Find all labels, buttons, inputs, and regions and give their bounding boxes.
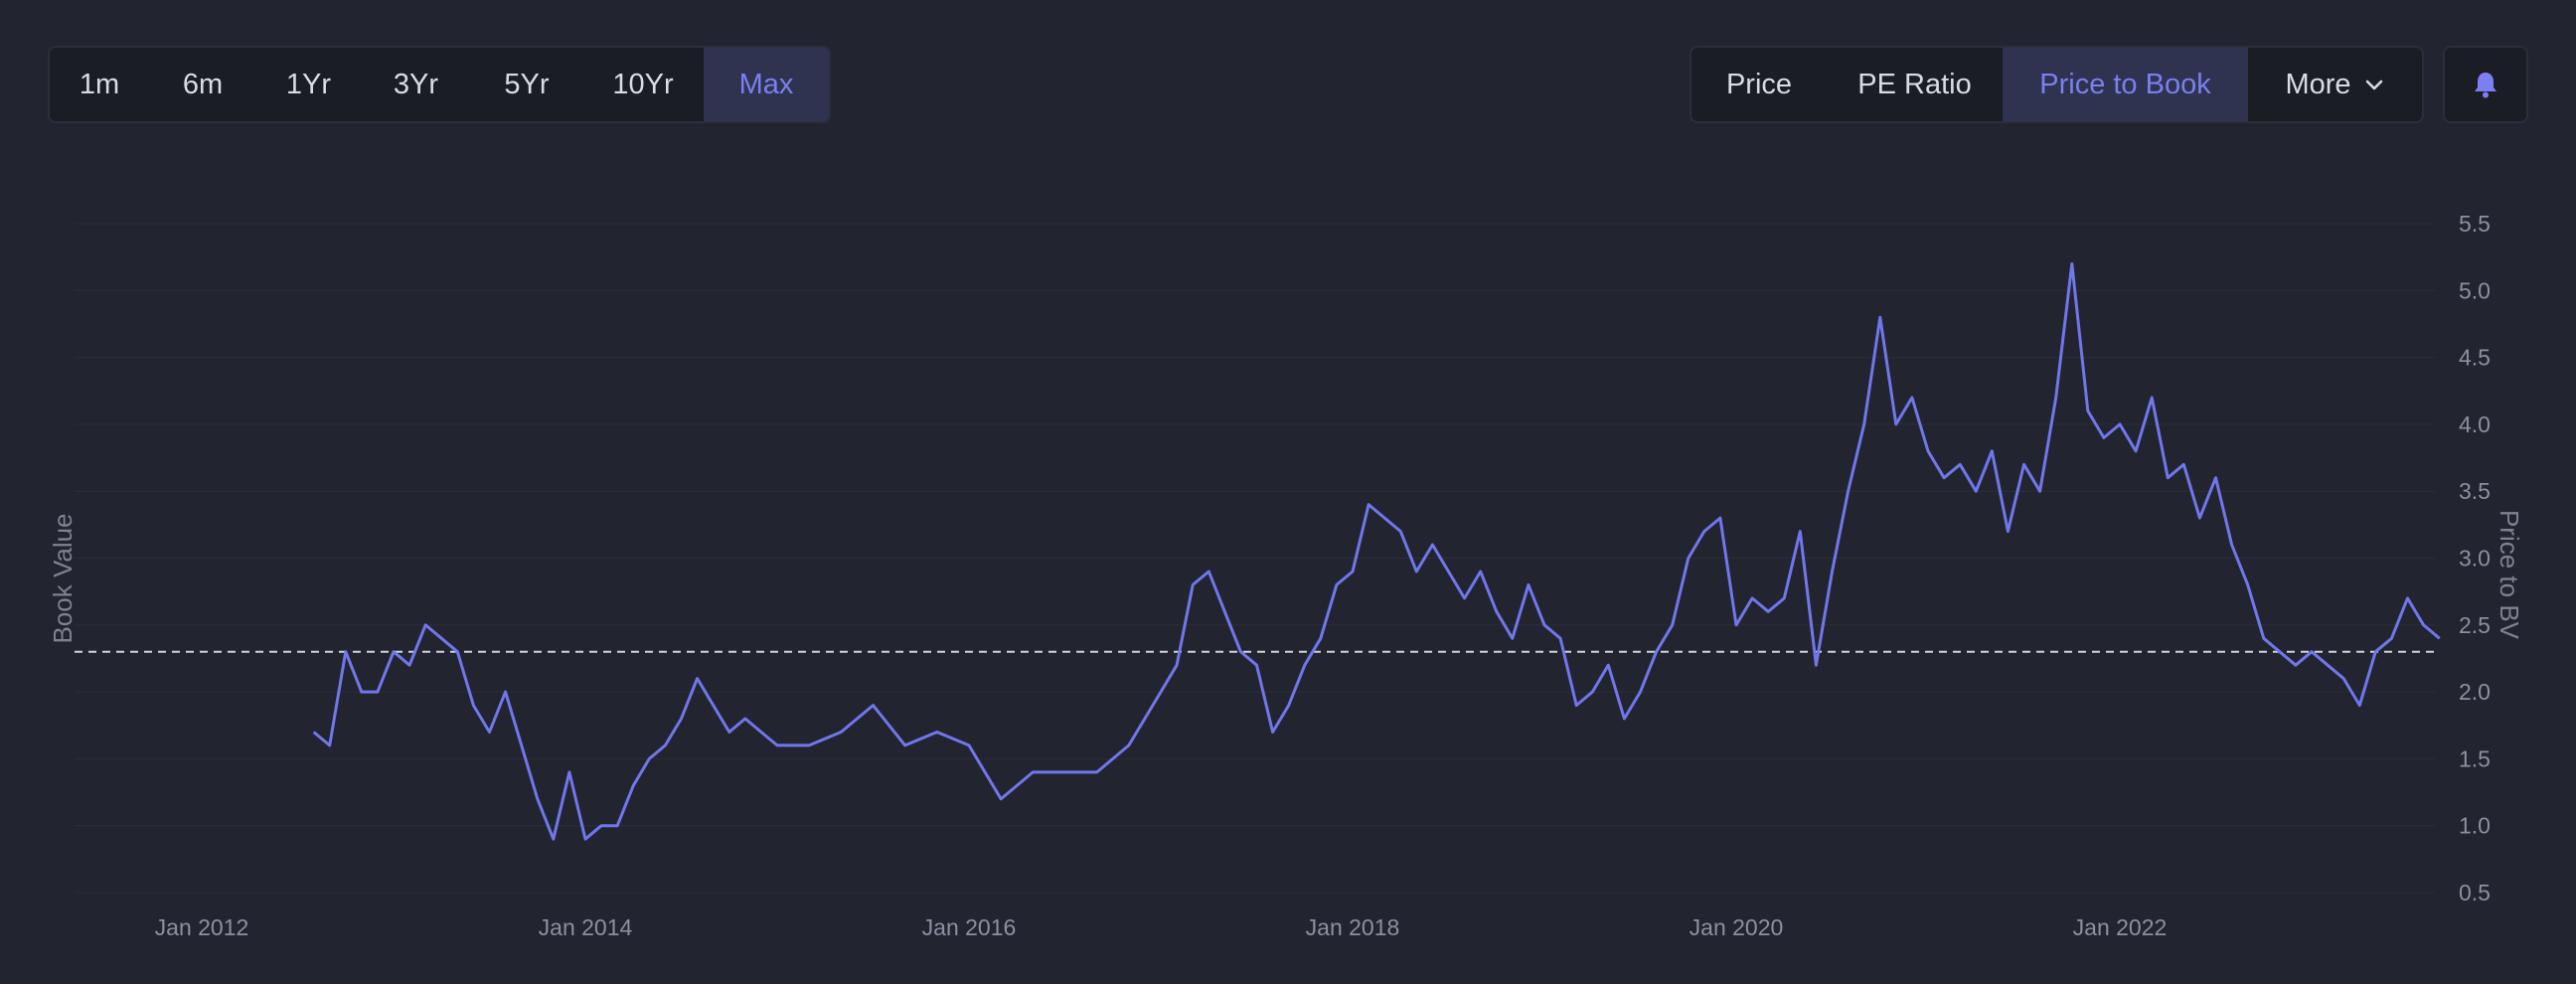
range-tab-3yr[interactable]: 3Yr [393,68,439,100]
y-tick-label: 2.0 [2459,679,2491,705]
chevron-down-icon [2365,80,2382,90]
more-button-label: More [2285,68,2351,100]
range-tab-10yr[interactable]: 10Yr [612,68,674,100]
right-axis-title: Price to BV [2495,510,2524,640]
alert-button[interactable] [2443,46,2528,123]
x-tick-label: Jan 2014 [539,914,633,940]
range-tab-6m[interactable]: 6m [182,68,224,100]
y-tick-label: 2.5 [2459,612,2491,638]
x-tick-label: Jan 2020 [1690,914,1784,940]
time-range-selector: 1m 6m 1Yr 3Yr 5Yr 10Yr Max [48,46,831,123]
y-tick-label: 1.0 [2459,813,2491,839]
x-tick-label: Jan 2016 [922,914,1017,940]
metric-tab-pe-ratio[interactable]: PE Ratio [1857,68,1972,100]
y-tick-label: 0.5 [2459,880,2491,905]
x-tick-label: Jan 2018 [1306,914,1400,940]
more-dropdown-button[interactable]: More [2248,48,2422,121]
y-tick-label: 3.0 [2459,546,2491,572]
y-tick-label: 5.0 [2459,277,2491,303]
metric-tab-price-to-book[interactable]: Price to Book [2003,48,2248,121]
range-tab-1yr[interactable]: 1Yr [285,68,332,100]
y-tick-label: 4.5 [2459,345,2491,371]
range-tab-max[interactable]: Max [704,48,829,121]
metric-selector: Price PE Ratio Price to Book More [1690,46,2424,123]
y-tick-label: 3.5 [2459,478,2491,504]
left-axis-title: Book Value [48,513,78,643]
x-tick-label: Jan 2012 [155,914,249,940]
y-tick-label: 4.0 [2459,411,2491,437]
range-tab-5yr[interactable]: 5Yr [504,68,550,100]
range-tab-1m[interactable]: 1m [79,68,120,100]
metric-tab-price[interactable]: Price [1725,68,1793,100]
y-tick-label: 1.5 [2459,745,2491,771]
series-line [312,261,2441,841]
bell-icon [2475,73,2496,98]
x-tick-label: Jan 2022 [2073,914,2168,940]
y-tick-label: 5.5 [2459,211,2491,237]
